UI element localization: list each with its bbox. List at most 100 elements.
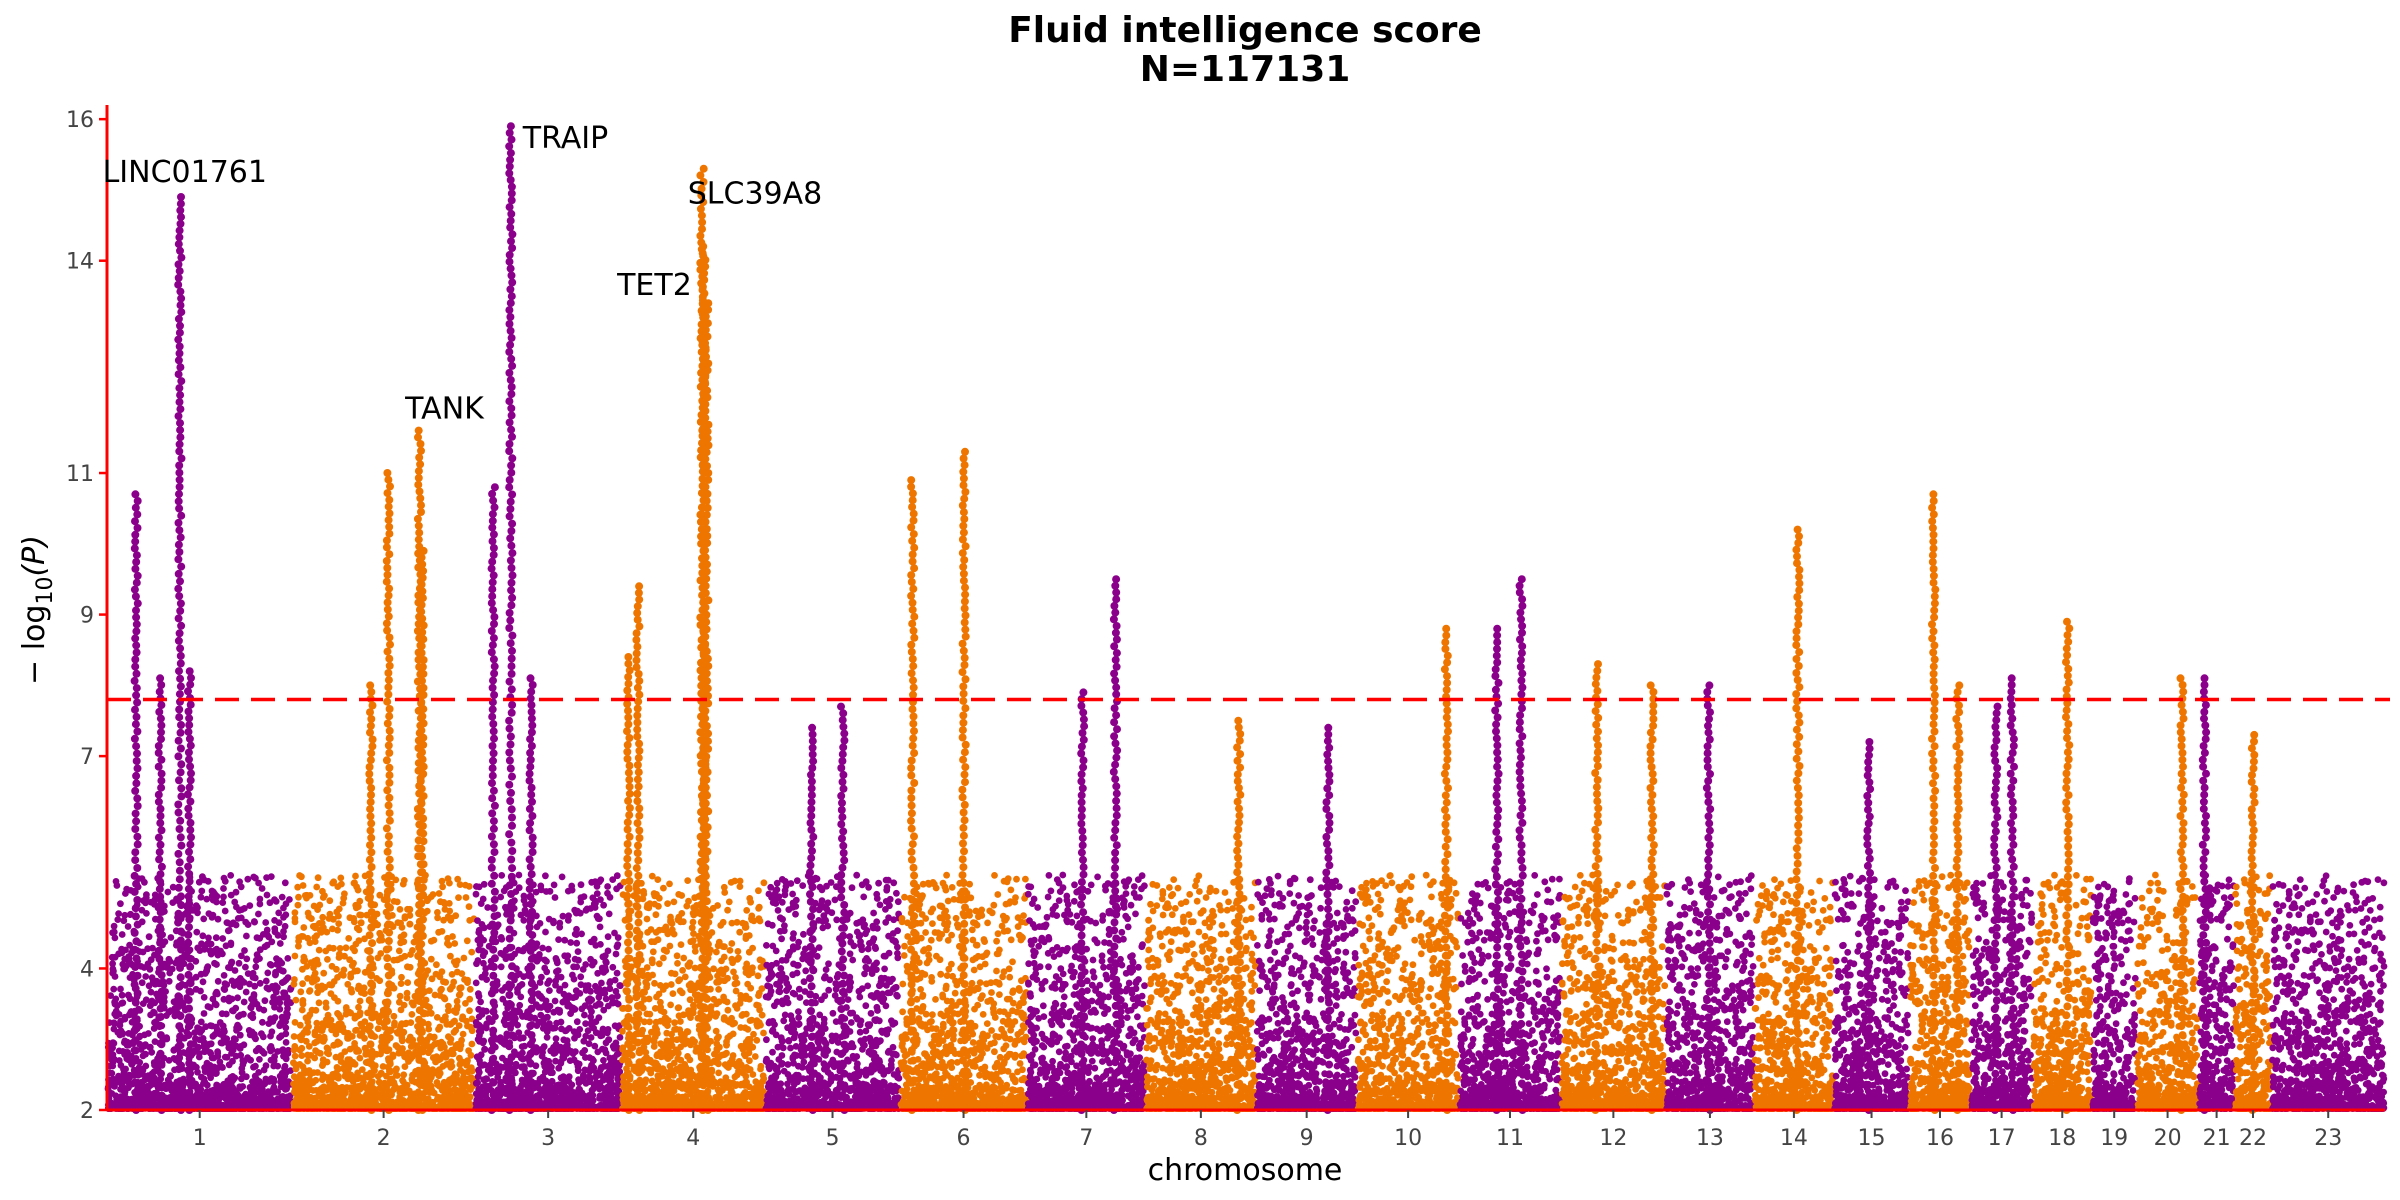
data-point <box>336 945 344 952</box>
data-point <box>546 1020 553 1028</box>
data-point <box>291 918 299 926</box>
data-point <box>578 1005 586 1013</box>
data-point <box>110 985 118 993</box>
data-point <box>357 911 365 919</box>
data-point <box>206 940 214 948</box>
data-point <box>253 934 261 942</box>
data-point <box>326 1098 334 1106</box>
data-point <box>376 891 384 899</box>
data-point <box>255 910 262 918</box>
data-point <box>291 909 299 916</box>
data-point <box>108 953 116 961</box>
data-point <box>397 1021 405 1029</box>
data-point <box>110 1025 118 1033</box>
data-point <box>608 1063 615 1070</box>
data-point <box>318 986 326 993</box>
data-point <box>299 882 307 889</box>
data-point <box>329 925 336 933</box>
data-point <box>206 1049 214 1056</box>
data-point <box>446 907 454 915</box>
data-point <box>242 963 249 971</box>
data-point <box>280 978 288 985</box>
data-point <box>214 977 222 985</box>
data-point <box>472 890 480 898</box>
data-point <box>234 994 242 1002</box>
data-point <box>561 1044 568 1052</box>
data-point <box>404 979 412 986</box>
data-point <box>271 925 279 933</box>
data-point <box>326 897 334 905</box>
data-point <box>429 891 437 898</box>
data-point <box>605 1036 613 1044</box>
data-point <box>194 909 201 917</box>
data-point <box>263 931 271 939</box>
data-point <box>300 1076 307 1084</box>
data-point <box>582 982 589 990</box>
data-point <box>218 1010 226 1018</box>
data-point <box>482 1075 490 1082</box>
data-point <box>352 1091 360 1099</box>
data-point <box>214 1049 222 1057</box>
data-point <box>585 1073 593 1081</box>
data-point <box>377 1050 384 1058</box>
data-point <box>138 979 146 987</box>
data-point <box>319 894 327 901</box>
data-point <box>408 1011 416 1018</box>
data-point <box>165 1057 173 1064</box>
data-point <box>143 891 150 899</box>
data-point <box>208 1069 216 1077</box>
data-point <box>550 1044 557 1051</box>
data-point <box>328 1079 335 1087</box>
data-point <box>280 989 287 997</box>
data-point <box>312 1006 320 1014</box>
data-point <box>553 957 561 965</box>
data-point <box>574 1031 582 1039</box>
data-point <box>304 975 311 982</box>
data-point <box>600 1057 607 1064</box>
data-point <box>311 1031 319 1039</box>
data-point <box>447 952 454 960</box>
data-point <box>260 1066 268 1074</box>
data-point <box>592 1018 600 1026</box>
data-point <box>214 915 222 923</box>
data-point <box>588 878 596 886</box>
data-point <box>109 965 117 973</box>
data-point <box>474 957 482 964</box>
data-point <box>453 1086 461 1094</box>
data-point <box>543 1028 551 1035</box>
data-point <box>346 956 353 964</box>
data-point <box>259 1018 266 1026</box>
data-point <box>333 965 340 973</box>
data-point <box>229 1073 237 1080</box>
data-point <box>168 965 176 973</box>
data-point <box>354 1069 361 1077</box>
data-point <box>559 912 567 920</box>
data-point <box>541 964 549 972</box>
data-point <box>299 965 306 973</box>
data-point <box>217 1039 225 1047</box>
data-point <box>578 1077 586 1085</box>
data-point <box>255 879 262 887</box>
data-point <box>496 1034 504 1041</box>
data-point <box>612 999 620 1007</box>
data-point <box>270 1015 278 1023</box>
data-point <box>475 1013 483 1021</box>
data-point <box>148 1048 156 1056</box>
data-point <box>335 905 343 913</box>
data-point <box>538 994 546 1002</box>
data-point <box>110 1076 117 1084</box>
data-point <box>317 1050 324 1057</box>
data-point <box>456 881 464 888</box>
data-point <box>475 946 483 954</box>
data-point <box>544 1006 552 1014</box>
data-point <box>259 1102 267 1110</box>
data-point <box>482 1082 489 1090</box>
data-point <box>601 1046 609 1053</box>
data-point <box>322 947 330 955</box>
data-point <box>578 930 585 938</box>
data-point <box>145 933 153 941</box>
data-point <box>538 1052 546 1060</box>
data-point <box>229 1007 236 1014</box>
data-point <box>477 900 485 907</box>
data-point <box>477 998 484 1006</box>
